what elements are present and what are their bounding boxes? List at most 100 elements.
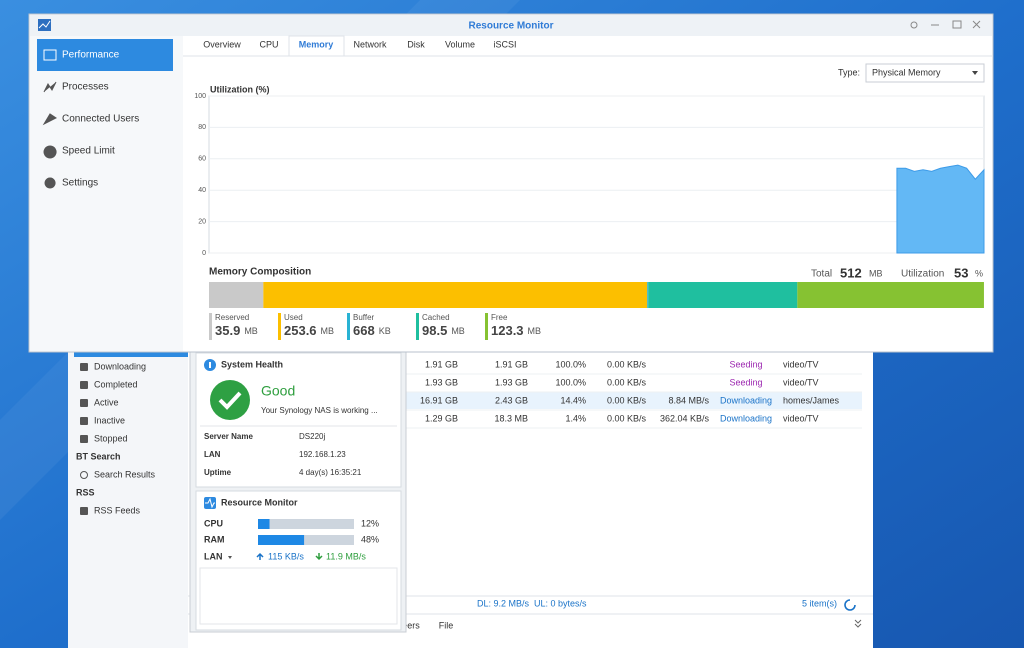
sidebar-item[interactable]: Speed Limit — [62, 146, 115, 157]
value: 35.9 — [215, 323, 240, 338]
cell: 0.00 KB/s — [607, 413, 647, 423]
y-tick-label: 40 — [198, 187, 206, 194]
utilization-unit: % — [975, 268, 983, 278]
sidebar-icon — [45, 178, 55, 188]
y-tick-label: 0 — [202, 250, 206, 257]
cell: video/TV — [783, 413, 819, 423]
download-speed: 11.9 MB/s — [326, 551, 366, 561]
legend-label: Used — [284, 313, 303, 322]
menu-item[interactable]: Completed — [94, 379, 138, 389]
tab[interactable]: Overview — [203, 39, 241, 49]
sidebar-item[interactable]: Performance — [62, 50, 120, 61]
menu-item[interactable]: Inactive — [94, 415, 125, 425]
menu-header: RSS — [76, 487, 95, 497]
menu-icon — [80, 417, 88, 425]
tab[interactable]: CPU — [259, 39, 278, 49]
cell: homes/James — [783, 395, 840, 405]
cell: 1.93 GB — [495, 377, 528, 387]
cell: video/TV — [783, 377, 819, 387]
system-health-widget — [196, 353, 401, 487]
cell: 14.4% — [560, 395, 586, 405]
tab[interactable]: Memory — [299, 39, 334, 49]
legend-value: 668 KB — [353, 323, 391, 338]
field-value: 4 day(s) 16:35:21 — [299, 468, 362, 477]
legend-swatch — [278, 313, 281, 340]
lan-label: LAN — [204, 551, 223, 561]
legend-swatch — [416, 313, 419, 340]
meter-label: RAM — [204, 534, 225, 544]
total-unit: MB — [869, 268, 883, 278]
type-value: Physical Memory — [872, 67, 941, 77]
legend-label: Cached — [422, 313, 450, 322]
tab[interactable]: Network — [353, 39, 387, 49]
cell: 1.93 GB — [425, 377, 458, 387]
field-value: DS220j — [299, 432, 325, 441]
unit: MB — [321, 326, 335, 336]
composition-segment — [648, 282, 797, 308]
meter-value: 12% — [361, 518, 379, 528]
y-tick-label: 20 — [198, 218, 206, 225]
cell: 362.04 KB/s — [660, 413, 710, 423]
tab[interactable]: Disk — [407, 39, 425, 49]
bottom-tab[interactable]: File — [439, 620, 454, 630]
meter-track — [258, 519, 354, 529]
value: 98.5 — [422, 323, 447, 338]
cell: 1.91 GB — [425, 359, 458, 369]
menu-item[interactable]: Search Results — [94, 469, 156, 479]
upload-speed: 115 KB/s — [268, 551, 304, 561]
composition-segment — [647, 282, 648, 308]
total-label: Total — [811, 269, 832, 280]
tab[interactable]: Volume — [445, 39, 475, 49]
widget-title: System Health — [221, 359, 283, 369]
dl-speed: DL: 9.2 MB/s — [477, 598, 530, 608]
sidebar-item[interactable]: Processes — [62, 82, 109, 93]
sidebar-item[interactable]: Connected Users — [62, 114, 139, 125]
cell: 1.4% — [565, 413, 586, 423]
menu-item[interactable]: Stopped — [94, 433, 128, 443]
field-label: LAN — [204, 450, 221, 459]
menu-item[interactable]: RSS Feeds — [94, 505, 141, 515]
chart-title: Utilization (%) — [210, 84, 270, 94]
field-label: Server Name — [204, 432, 253, 441]
unit: MB — [244, 326, 258, 336]
legend-value: 123.3MB — [491, 323, 541, 338]
sidebar-item[interactable]: Settings — [62, 178, 98, 189]
menu-item[interactable]: Active — [94, 397, 119, 407]
cell: 100.0% — [555, 359, 586, 369]
plot-frame — [209, 96, 984, 253]
field-value: 192.168.1.23 — [299, 450, 346, 459]
legend-label: Reserved — [215, 313, 249, 322]
y-tick-label: 80 — [198, 124, 206, 131]
cell: Downloading — [720, 413, 772, 423]
value: 123.3 — [491, 323, 524, 338]
menu-icon — [80, 363, 88, 371]
meter-fill — [258, 519, 270, 529]
area — [897, 165, 984, 253]
total-value: 512 — [840, 265, 862, 280]
health-message: Your Synology NAS is working ... — [261, 406, 378, 415]
mini-chart-frame — [200, 568, 397, 624]
menu-item[interactable]: Downloading — [94, 361, 146, 371]
cell: 1.91 GB — [495, 359, 528, 369]
cell: 8.84 MB/s — [668, 395, 709, 405]
cell: 0.00 KB/s — [607, 377, 647, 387]
tab[interactable]: iSCSI — [493, 39, 516, 49]
menu-header: BT Search — [76, 451, 121, 461]
item-count: 5 item(s) — [802, 598, 837, 608]
legend-value: 98.5MB — [422, 323, 465, 338]
cell: 18.3 MB — [494, 413, 528, 423]
type-label: Type: — [838, 67, 860, 77]
value: 668 — [353, 323, 375, 338]
legend-swatch — [209, 313, 212, 340]
meter-label: CPU — [204, 518, 223, 528]
unit: KB — [379, 326, 391, 336]
cell: 16.91 GB — [420, 395, 458, 405]
cell: 100.0% — [555, 377, 586, 387]
menu-icon — [80, 507, 88, 515]
utilization-value: 53 — [954, 265, 968, 280]
window-title: Resource Monitor — [468, 21, 553, 32]
legend-swatch — [485, 313, 488, 340]
composition-segment — [797, 282, 984, 308]
